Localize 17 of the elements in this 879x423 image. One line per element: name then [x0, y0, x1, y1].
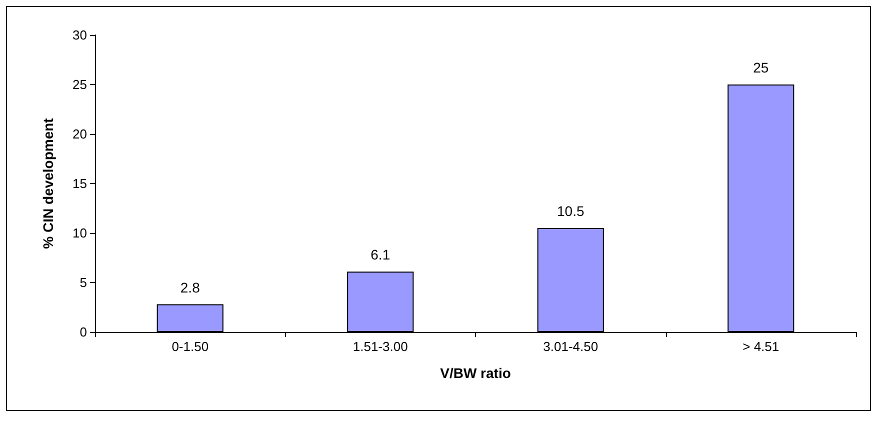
y-tick-label: 5	[80, 275, 87, 290]
y-tick-label: 25	[72, 77, 87, 92]
y-axis-title: % CIN development	[40, 118, 56, 249]
y-tick-label: 20	[72, 126, 87, 142]
x-tick-label: > 4.51	[742, 339, 780, 354]
x-tick-label: 1.51-3.00	[352, 339, 408, 354]
data-label: 2.8	[180, 279, 200, 296]
data-label: 10.5	[557, 203, 584, 220]
x-axis-title: V/BW ratio	[440, 365, 511, 381]
data-label: 6.1	[370, 246, 390, 263]
y-tick-label: 10	[72, 226, 87, 240]
y-tick-label: 30	[72, 28, 87, 42]
y-tick-label: 0	[80, 324, 87, 340]
x-tick-label: 3.01-4.50	[543, 339, 598, 354]
data-label: 25	[753, 60, 769, 76]
y-tick-label: 15	[72, 176, 87, 191]
x-tick-label: 0-1.50	[172, 339, 209, 354]
